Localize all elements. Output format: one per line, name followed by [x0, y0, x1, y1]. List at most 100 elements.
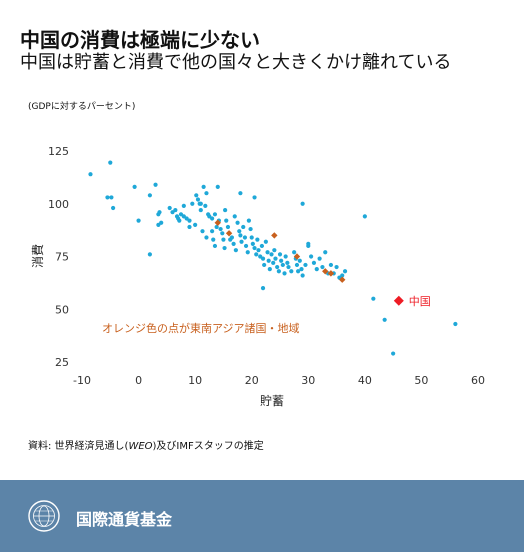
country-point — [259, 243, 264, 249]
country-point — [111, 205, 116, 211]
country-point — [147, 252, 152, 257]
chart-title: 中国の消費は極端に少ない — [20, 28, 260, 52]
country-point — [328, 262, 334, 268]
country-point — [88, 172, 93, 177]
country-point — [242, 235, 248, 240]
country-point — [238, 233, 243, 238]
x-tick-label: 10 — [188, 374, 202, 387]
country-point — [200, 229, 205, 234]
country-point — [317, 256, 322, 261]
country-point — [235, 220, 240, 225]
x-tick-label: 30 — [301, 374, 315, 387]
country-point — [300, 201, 305, 206]
country-point — [276, 269, 281, 274]
country-point — [238, 191, 243, 196]
country-point — [215, 184, 220, 189]
country-point — [157, 210, 162, 215]
asean-point — [271, 232, 278, 239]
country-point — [300, 273, 305, 278]
country-point — [203, 203, 208, 208]
country-point — [252, 245, 257, 251]
country-point — [108, 160, 113, 165]
country-point — [239, 239, 244, 244]
country-point — [286, 264, 291, 270]
country-point — [299, 267, 304, 272]
country-point — [243, 243, 249, 249]
country-point — [225, 224, 231, 230]
country-point — [195, 197, 201, 202]
country-point — [296, 269, 301, 274]
axis-ticks: -10 0 10 20 30 40 50 60 25 50 75 100 125 — [48, 145, 485, 387]
country-point — [221, 237, 226, 242]
y-tick-label: 50 — [55, 303, 69, 316]
country-point — [181, 203, 186, 208]
country-point — [198, 207, 203, 213]
chart-subtitle: 中国は貯蓄と消費で他の国々と大きくかけ離れている — [20, 52, 452, 73]
scatter-chart: -10 0 10 20 30 40 50 60 25 50 75 100 125 オレンジ色の点が東南ア… — [30, 145, 485, 408]
asean-point — [225, 230, 233, 237]
country-point — [371, 296, 376, 301]
y-tick-label: 25 — [55, 356, 69, 369]
country-point — [323, 250, 328, 255]
country-point — [190, 201, 195, 206]
country-point — [306, 241, 311, 246]
country-point — [187, 218, 192, 223]
country-point — [241, 224, 246, 230]
footer-bar: 国際通貨基金 — [0, 480, 524, 552]
country-point — [320, 264, 325, 270]
country-point — [250, 241, 255, 246]
country-point — [252, 195, 257, 200]
country-point — [256, 248, 261, 253]
country-point — [223, 207, 228, 213]
org-name: 国際通貨基金 — [76, 510, 173, 529]
country-point — [309, 254, 314, 259]
country-point — [453, 321, 458, 327]
country-point — [265, 250, 270, 255]
country-point — [136, 218, 141, 223]
source-weo: WEO — [128, 441, 153, 452]
country-point — [362, 214, 367, 219]
country-point — [212, 243, 218, 249]
country-point — [232, 214, 237, 219]
country-point — [212, 212, 218, 217]
country-point — [237, 229, 242, 234]
country-point — [266, 258, 271, 263]
x-tick-label: 60 — [471, 374, 485, 387]
asean-point — [214, 219, 221, 226]
country-point — [289, 269, 294, 274]
country-point — [246, 218, 251, 223]
asean-point — [339, 276, 346, 283]
country-point — [283, 254, 288, 259]
country-point — [210, 229, 215, 234]
country-point — [262, 262, 267, 268]
country-point — [340, 273, 345, 278]
country-point — [279, 258, 284, 263]
imf-seal-icon — [28, 500, 60, 532]
x-tick-label: 50 — [414, 374, 428, 387]
country-point — [210, 216, 215, 221]
asean-annotation: オレンジ色の点が東南アジア諸国・地域 — [102, 321, 300, 335]
y-tick-label: 75 — [55, 251, 69, 264]
country-point — [132, 184, 137, 189]
country-point — [249, 235, 254, 240]
country-point — [187, 224, 192, 230]
x-tick-label: 20 — [245, 374, 259, 387]
country-point — [303, 262, 308, 268]
country-point — [233, 248, 238, 253]
country-point — [269, 252, 274, 257]
country-point — [224, 218, 229, 223]
country-point — [218, 226, 223, 232]
country-point — [222, 245, 227, 251]
country-point — [245, 250, 250, 255]
country-point — [204, 235, 209, 240]
unit-label: (GDPに対するパーセント) — [28, 102, 136, 112]
x-tick-label: 0 — [135, 374, 142, 387]
country-point — [147, 193, 152, 198]
source-prefix: 資料: 世界経済見通し( — [28, 441, 129, 452]
country-point — [105, 195, 110, 200]
y-axis-label: 消費 — [30, 244, 45, 268]
country-point — [255, 237, 260, 242]
country-point — [153, 182, 158, 187]
y-tick-label: 125 — [48, 145, 69, 158]
source-suffix: )及びIMFスタッフの推定 — [152, 441, 264, 452]
